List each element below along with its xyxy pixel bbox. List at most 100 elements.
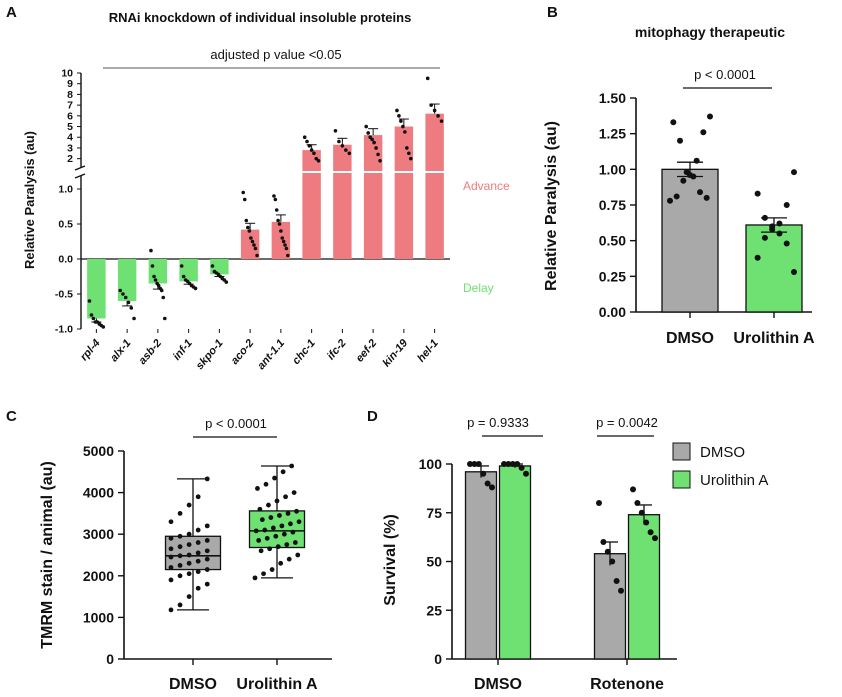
data-point: [278, 560, 284, 566]
data-point: [372, 140, 376, 145]
data-point: [647, 529, 654, 536]
data-point: [279, 523, 285, 529]
data-point: [156, 283, 161, 288]
y-tick-label: 9: [67, 78, 73, 90]
y-tick-label: 25: [426, 602, 442, 618]
x-tick-label-urolithin-a: Urolithin A: [236, 676, 318, 693]
bar-hel-1: [425, 113, 444, 260]
data-point: [273, 533, 279, 539]
data-point: [429, 103, 433, 107]
data-point: [291, 490, 297, 495]
data-point: [256, 538, 262, 543]
data-point: [643, 519, 650, 526]
data-point: [283, 243, 287, 247]
data-point: [177, 563, 183, 568]
data-point: [241, 190, 246, 195]
data-point: [340, 144, 345, 148]
data-point: [168, 607, 174, 613]
data-point: [152, 274, 156, 279]
data-point: [195, 540, 201, 545]
data-point: [276, 218, 280, 223]
panel-c-y-axis-label: TMRM stain / animal (au): [39, 461, 56, 649]
data-point: [283, 494, 288, 500]
data-point: [690, 173, 697, 180]
data-point: [177, 573, 183, 579]
y-tick-label: 0.00: [599, 304, 626, 320]
data-point: [370, 137, 374, 142]
data-point: [195, 494, 201, 500]
panel-a-marks: [87, 76, 450, 329]
data-point: [769, 226, 776, 233]
x-tick-label-asb-2: asb-2: [137, 337, 165, 367]
y-tick-label: 10: [61, 68, 73, 80]
data-point: [707, 113, 713, 120]
data-point: [261, 571, 266, 577]
y-tick-label: 4000: [83, 485, 114, 501]
data-point: [246, 225, 250, 230]
data-point: [436, 114, 440, 118]
y-tick-label: 3000: [83, 526, 114, 542]
data-point: [395, 108, 399, 113]
data-point: [754, 190, 761, 197]
data-point: [91, 316, 96, 321]
data-point: [273, 197, 278, 202]
data-point: [193, 286, 198, 291]
data-point: [439, 119, 444, 123]
data-point: [634, 500, 641, 506]
data-point: [159, 288, 164, 293]
data-point: [292, 540, 298, 545]
y-tick-label: 0.25: [599, 268, 626, 284]
y-tick-label: 5: [67, 121, 73, 133]
data-point: [366, 131, 370, 135]
data-point: [337, 139, 341, 144]
data-point: [195, 558, 201, 564]
y-tick-label: 0: [106, 651, 114, 667]
data-point: [703, 194, 710, 201]
data-point: [153, 278, 158, 282]
bar-chc-1: [302, 150, 321, 259]
data-point: [161, 295, 166, 300]
data-point: [129, 306, 134, 310]
data-point: [630, 486, 636, 493]
panel-d-annotation-2: p = 0.0042: [596, 415, 658, 430]
data-point: [247, 229, 252, 233]
data-point: [281, 531, 287, 537]
data-point: [408, 156, 413, 161]
data-point: [316, 158, 321, 163]
axis-break-mark: [74, 165, 86, 171]
bar-dmso-dmso: [464, 471, 498, 660]
x-tick-label-dmso: DMSO: [474, 676, 522, 693]
data-point: [195, 569, 201, 575]
y-tick-label: 6: [67, 110, 73, 122]
data-point: [121, 292, 125, 296]
x-tick-label-aco-2: aco-2: [229, 337, 257, 367]
data-point: [253, 528, 259, 534]
data-point: [302, 135, 307, 140]
x-tick-label-skpo-1: skpo-1: [194, 337, 226, 372]
data-point: [484, 480, 491, 487]
data-point: [274, 208, 279, 212]
legend-swatch-dmso: [672, 442, 691, 461]
bar-rotenone-dmso: [593, 553, 627, 660]
bar-eef-2: [363, 135, 383, 259]
bar-urolithin-a: [745, 224, 803, 313]
data-point: [638, 509, 645, 516]
panel-c-marks: [164, 463, 306, 613]
data-point: [378, 158, 382, 163]
data-point: [186, 560, 192, 566]
data-point: [274, 498, 280, 504]
panel-c-letter: C: [6, 408, 17, 425]
data-point: [397, 114, 401, 118]
panel-a-y-axis-label: Relative Paralysis (au): [22, 131, 37, 269]
data-point: [186, 552, 192, 558]
panel-b-y-axis-label: Relative Paralysis (au): [543, 121, 560, 291]
data-point: [252, 243, 256, 247]
data-point: [652, 535, 658, 542]
bar-rpl-4: [87, 259, 106, 319]
data-point: [280, 469, 286, 475]
data-point: [307, 144, 312, 148]
data-point: [680, 177, 687, 184]
y-tick-label: 2: [67, 153, 73, 165]
x-tick-label-ifc-2: ifc-2: [325, 337, 349, 362]
data-point: [255, 253, 259, 258]
